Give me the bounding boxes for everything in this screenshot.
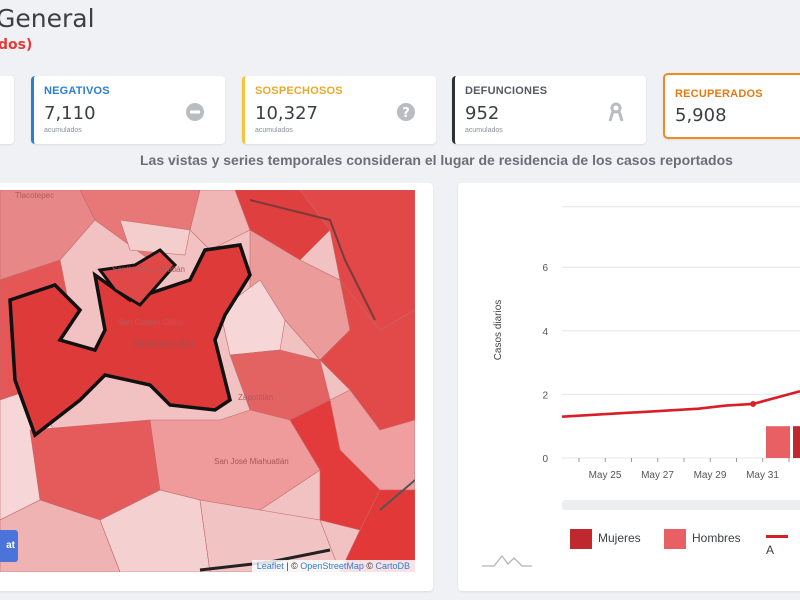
chart-logo-icon bbox=[482, 554, 532, 567]
map-label: Tlacotepec bbox=[15, 191, 54, 200]
map-control-button[interactable]: at bbox=[0, 530, 18, 562]
card-label: DEFUNCIONES bbox=[465, 85, 548, 97]
card-label: NEGATIVOS bbox=[44, 85, 110, 97]
page-subtitle: dos) bbox=[0, 37, 33, 53]
card-sub: acumulados bbox=[44, 127, 82, 134]
card-value: 952 bbox=[465, 103, 500, 124]
map-label: San José Miahuatlán bbox=[214, 457, 289, 466]
openstreetmap-link[interactable]: OpenStreetMap bbox=[300, 561, 364, 571]
attribution-separator: | © bbox=[283, 561, 301, 571]
legend-label: Mujeres bbox=[598, 531, 641, 546]
map-label: TEHUACÁN bbox=[132, 338, 194, 351]
card-label: SOSPECHOSOS bbox=[255, 85, 343, 97]
card-sospechosos: SOSPECHOSOS 10,327 acumulados ? bbox=[242, 76, 436, 144]
ribbon-icon bbox=[608, 102, 624, 122]
minus-circle-icon bbox=[186, 103, 204, 121]
card-defunciones: DEFUNCIONES 952 acumulados bbox=[452, 76, 646, 144]
card-sub: acumulados bbox=[465, 127, 503, 134]
card-value: 10,327 bbox=[255, 103, 318, 124]
legend-label: Hombres bbox=[692, 531, 741, 546]
card-label: RECUPERADOS bbox=[675, 88, 763, 100]
card-sub: acumulados bbox=[255, 127, 293, 134]
legend-item-line[interactable]: A bbox=[766, 529, 800, 557]
map-regions: Tlacotepec Santiago Miahuatlán San Gabri… bbox=[0, 190, 415, 572]
map-label: Zapotitlán bbox=[238, 393, 273, 402]
card-value: 5,908 bbox=[675, 105, 727, 126]
cartodb-link[interactable]: CartoDB bbox=[375, 561, 410, 571]
svg-text:?: ? bbox=[402, 106, 410, 121]
card-negativos: NEGATIVOS 7,110 acumulados bbox=[31, 76, 225, 144]
map-label: Santiago Miahuatlán bbox=[112, 265, 185, 274]
residence-note: Las vistas y series temporales considera… bbox=[140, 152, 733, 168]
question-circle-icon: ? bbox=[397, 103, 415, 121]
map-label: San Gabriel Chilac bbox=[118, 318, 185, 327]
legend-item-hombres[interactable]: Hombres bbox=[664, 529, 741, 549]
attribution-separator: © bbox=[363, 561, 376, 571]
chart-card bbox=[458, 183, 800, 591]
legend-label: A bbox=[766, 543, 775, 557]
leaflet-link[interactable]: Leaflet bbox=[256, 561, 284, 571]
map-attribution: Leaflet | © OpenStreetMap © CartoDB bbox=[251, 560, 415, 572]
legend-swatch bbox=[664, 529, 686, 549]
legend-swatch bbox=[766, 535, 788, 539]
card-recuperados: RECUPERADOS 5,908 bbox=[663, 73, 800, 139]
choropleth-map[interactable]: Tlacotepec Santiago Miahuatlán San Gabri… bbox=[0, 190, 415, 572]
card-value: 7,110 bbox=[44, 103, 96, 124]
legend-swatch bbox=[570, 529, 592, 549]
legend-item-mujeres[interactable]: Mujeres bbox=[570, 529, 641, 549]
page-title: General bbox=[0, 4, 95, 33]
card-partial bbox=[0, 76, 14, 144]
